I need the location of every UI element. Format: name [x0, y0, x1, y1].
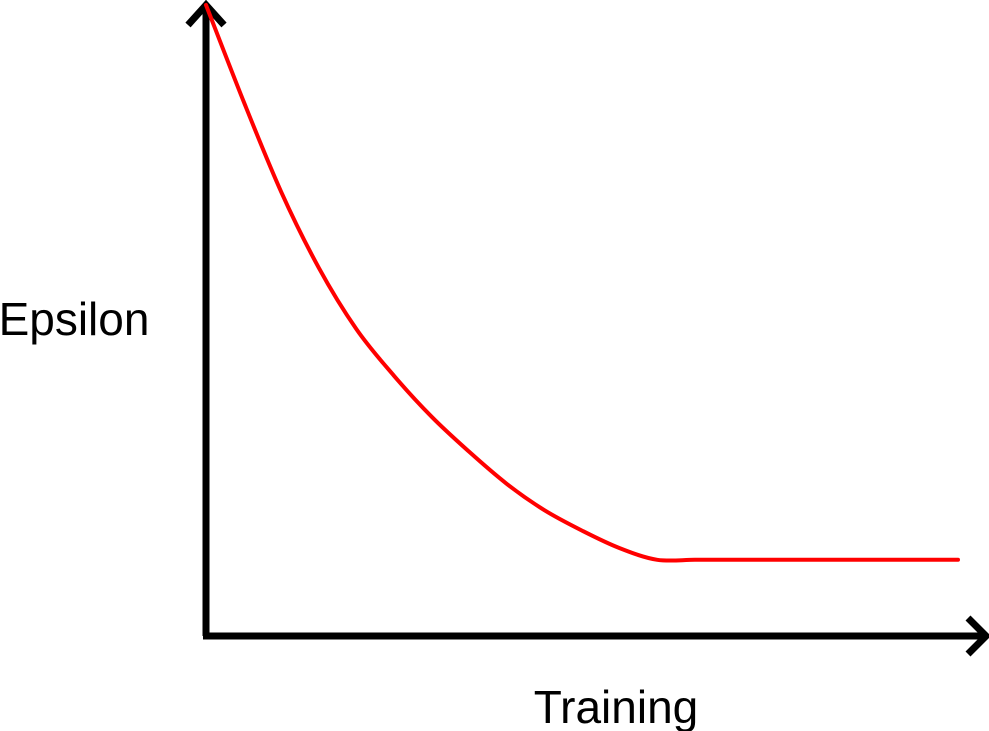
series-0-point-5 [392, 374, 396, 378]
series-0-point-14 [730, 558, 734, 562]
series-0-point-16 [806, 558, 810, 562]
series-0-point-9 [542, 508, 546, 512]
series-0-point-4 [354, 327, 358, 331]
series-0-point-18 [881, 558, 885, 562]
series-0-point-0 [204, 3, 208, 7]
series-0-point-6 [430, 415, 434, 419]
series-0-point-8 [505, 482, 509, 486]
series-0-point-15 [768, 558, 772, 562]
series-0-point-1 [242, 99, 246, 103]
series-0-point-13 [693, 558, 697, 562]
x-axis-arrowhead [965, 615, 989, 657]
series-0-point-7 [467, 450, 471, 454]
series-0-point-17 [843, 558, 847, 562]
series-0-point-20 [956, 558, 960, 562]
series-0-point-3 [317, 266, 321, 270]
series-line-0 [204, 3, 960, 563]
series-0-point-10 [580, 529, 584, 533]
series-0-point-19 [918, 558, 922, 562]
x-axis-label: Training [534, 681, 698, 731]
series-0-point-11 [618, 546, 622, 550]
y-axis-label: Epsilon [0, 293, 149, 345]
series-0-point-2 [279, 190, 283, 194]
series-0-point-12 [655, 558, 659, 562]
series-layer [204, 3, 960, 563]
